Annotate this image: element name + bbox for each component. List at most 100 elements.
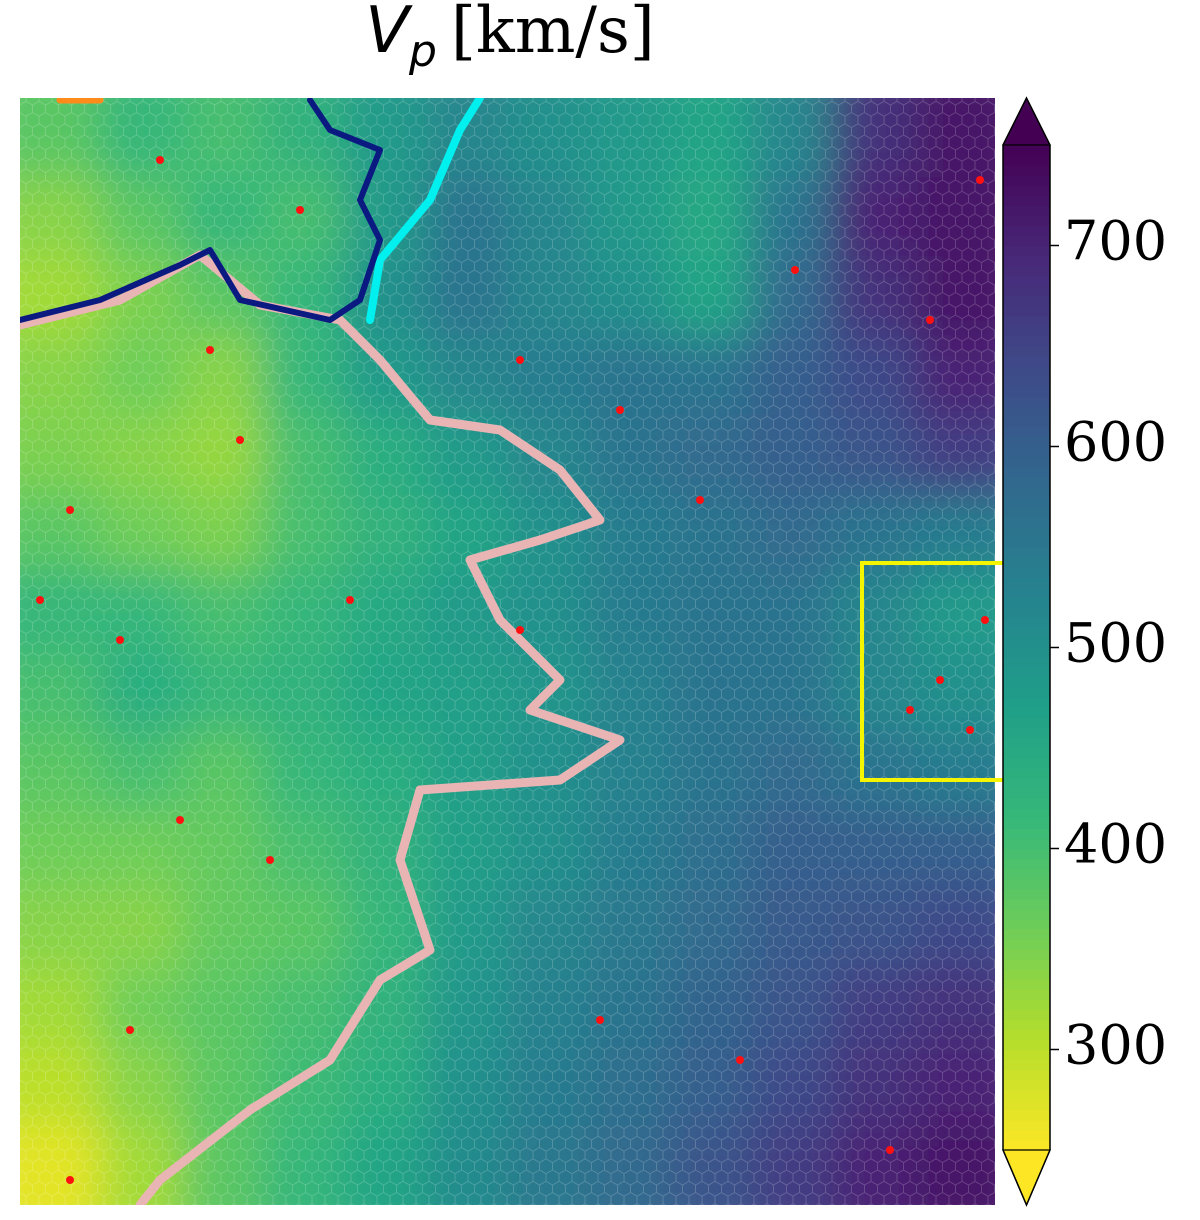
colorbar-segment	[1003, 627, 1050, 639]
colorbar-segment	[1003, 416, 1050, 427]
colorbar-segment	[1003, 265, 1050, 277]
colorbar-segment	[1003, 727, 1050, 739]
colorbar-segment	[1003, 1039, 1050, 1051]
map	[20, 98, 995, 1205]
colorbar-segment	[1003, 245, 1050, 257]
colorbar-segment	[1003, 748, 1050, 759]
colorbar-tick-label: 600	[1064, 411, 1167, 474]
colorbar-segment	[1003, 717, 1050, 729]
colorbar-segment	[1003, 1119, 1050, 1131]
colorbar-segment	[1003, 1069, 1050, 1081]
colorbar-segment	[1003, 567, 1050, 578]
colorbar-segment	[1003, 466, 1050, 478]
colorbar-segment	[1003, 315, 1050, 327]
title-subscript: p	[408, 26, 437, 77]
colorbar-segment	[1003, 788, 1050, 799]
colorbar-segment	[1003, 908, 1050, 920]
colorbar-segment	[1003, 1079, 1050, 1091]
colorbar-segment	[1003, 888, 1050, 900]
colorbar-tick-label: 300	[1064, 1014, 1167, 1077]
colorbar-segment	[1003, 1109, 1050, 1121]
colorbar-segment	[1003, 697, 1050, 709]
colorbar-segment	[1003, 918, 1050, 930]
colorbar-segment	[1003, 1019, 1050, 1030]
colorbar-segment	[1003, 446, 1050, 458]
colorbar-segment	[1003, 758, 1050, 769]
colorbar-segment	[1003, 979, 1050, 990]
colorbar-segment	[1003, 185, 1050, 196]
colorbar-segment	[1003, 1029, 1050, 1041]
colorbar-segment	[1003, 225, 1050, 237]
hex-texture	[20, 98, 995, 1205]
colorbar-segment	[1003, 285, 1050, 297]
colorbar-segment	[1003, 275, 1050, 287]
colorbar-segment	[1003, 577, 1050, 588]
colorbar-segment	[1003, 456, 1050, 468]
colorbar-segment	[1003, 145, 1050, 156]
colorbar-segment	[1003, 597, 1050, 608]
colorbar-segment	[1003, 155, 1050, 166]
colorbar-segment	[1003, 557, 1050, 568]
colorbar-segment	[1003, 778, 1050, 789]
colorbar-segment	[1003, 637, 1050, 649]
colorbar-segment	[1003, 516, 1050, 528]
colorbar-segment	[1003, 386, 1050, 397]
colorbar-segment	[1003, 496, 1050, 508]
colorbar-segment	[1003, 255, 1050, 267]
colorbar-outline	[1002, 96, 1051, 1207]
colorbar-segment	[1003, 1089, 1050, 1101]
colorbar-segment	[1003, 195, 1050, 206]
colorbar-segment	[1003, 868, 1050, 880]
title-symbol: V	[365, 0, 413, 68]
colorbar-tick-label: 500	[1064, 612, 1167, 675]
colorbar-segment	[1003, 1059, 1050, 1071]
colorbar-segment	[1003, 526, 1050, 538]
colorbar-segment	[1003, 366, 1050, 377]
title-unit: [km/s]	[451, 0, 655, 68]
colorbar-segment	[1003, 235, 1050, 247]
colorbar-segment	[1003, 828, 1050, 840]
colorbar-segment	[1003, 989, 1050, 1000]
colorbar-segment	[1003, 335, 1050, 347]
colorbar-segment	[1003, 205, 1050, 216]
colorbar-segment	[1003, 536, 1050, 548]
colorbar-segment	[1003, 657, 1050, 669]
colorbar-segment	[1003, 687, 1050, 699]
colorbar: 300 400 500 600 700	[1002, 96, 1167, 1207]
colorbar-tick-label: 700	[1064, 210, 1167, 273]
colorbar-extend-bottom	[1002, 1149, 1051, 1207]
colorbar-segment	[1003, 858, 1050, 870]
boundaries	[20, 98, 625, 1205]
colorbar-segment	[1003, 356, 1050, 367]
colorbar-segment	[1003, 486, 1050, 498]
colorbar-segment	[1003, 808, 1050, 819]
colorbar-segment	[1003, 175, 1050, 186]
colorbar-segment	[1003, 818, 1050, 829]
colorbar-segment	[1003, 607, 1050, 618]
colorbar-segment	[1003, 325, 1050, 337]
colorbar-segment	[1003, 677, 1050, 689]
colorbar-segment	[1003, 1139, 1050, 1151]
colorbar-segment	[1003, 547, 1050, 558]
colorbar-segment	[1003, 878, 1050, 890]
colorbar-segment	[1003, 999, 1050, 1010]
colorbar-segment	[1003, 165, 1050, 176]
colorbar-segment	[1003, 949, 1050, 960]
colorbar-segment	[1003, 476, 1050, 488]
colorbar-segment	[1003, 396, 1050, 407]
colorbar-segment	[1003, 768, 1050, 779]
colorbar-segment	[1003, 928, 1050, 940]
chart-title: Vp [km/s]	[365, 0, 655, 77]
colorbar-segment	[1003, 426, 1050, 438]
colorbar-segment	[1003, 1099, 1050, 1111]
colorbar-segment	[1003, 406, 1050, 417]
colorbar-segment	[1003, 898, 1050, 910]
colorbar-segment	[1003, 617, 1050, 628]
colorbar-segment	[1003, 938, 1050, 950]
colorbar-segment	[1003, 305, 1050, 317]
colorbar-tick-label: 400	[1064, 813, 1167, 876]
colorbar-segment	[1003, 737, 1050, 749]
colorbar-extend-top	[1002, 96, 1051, 146]
colorbar-segment	[1003, 587, 1050, 598]
